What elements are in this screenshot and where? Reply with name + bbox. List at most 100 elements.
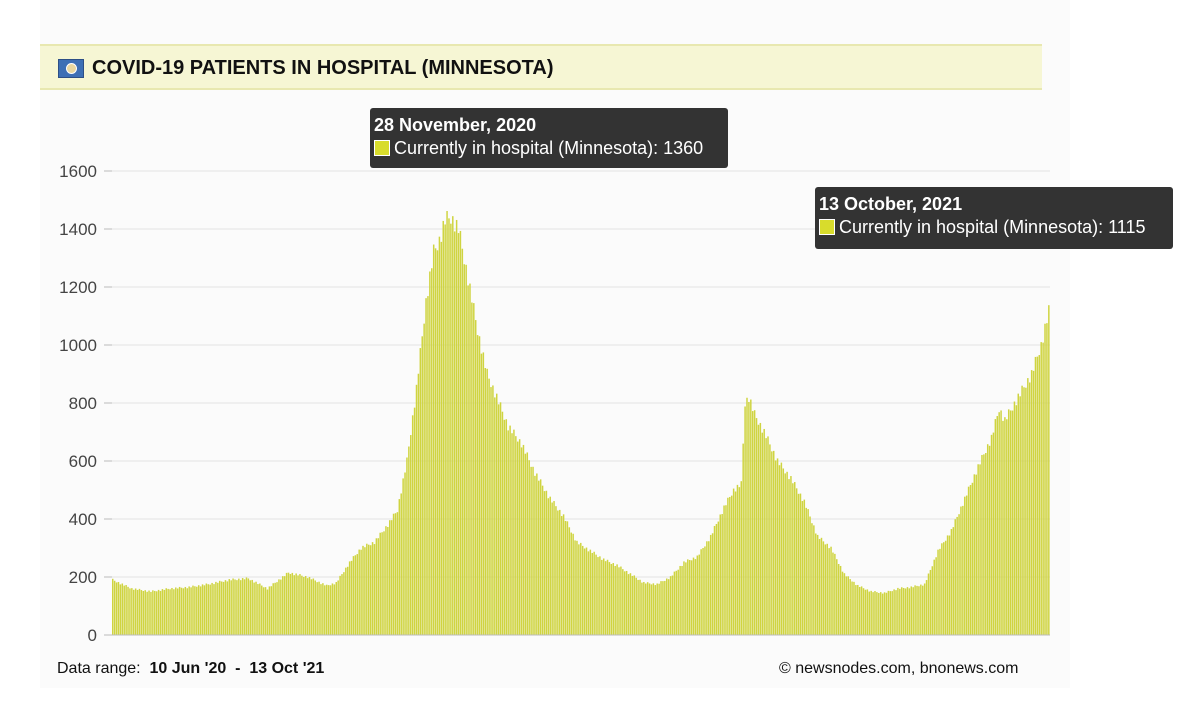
bar[interactable] <box>348 561 351 635</box>
bar[interactable] <box>734 491 737 635</box>
bar[interactable] <box>303 577 305 635</box>
bar[interactable] <box>1004 417 1006 635</box>
bar[interactable] <box>511 433 513 635</box>
bar[interactable] <box>398 499 401 635</box>
bar[interactable] <box>358 549 360 635</box>
bar[interactable] <box>266 589 269 635</box>
bar[interactable] <box>526 452 529 635</box>
bar[interactable] <box>318 581 320 635</box>
bar[interactable] <box>826 543 828 635</box>
bar[interactable] <box>539 479 542 635</box>
bar[interactable] <box>194 586 196 635</box>
bar[interactable] <box>622 569 624 635</box>
bar[interactable] <box>576 540 578 635</box>
bar[interactable] <box>448 218 450 635</box>
bar[interactable] <box>662 581 664 635</box>
bar[interactable] <box>490 387 492 635</box>
bar[interactable] <box>142 591 145 635</box>
bar[interactable] <box>1046 323 1048 635</box>
bar[interactable] <box>173 589 175 635</box>
bar[interactable] <box>547 498 550 635</box>
bar[interactable] <box>704 546 706 635</box>
bar[interactable] <box>645 583 647 635</box>
bar[interactable] <box>324 585 326 635</box>
bar[interactable] <box>404 472 406 636</box>
bar[interactable] <box>121 583 124 635</box>
bar[interactable] <box>390 520 393 635</box>
bar[interactable] <box>314 580 316 635</box>
bar[interactable] <box>1002 420 1004 635</box>
bar[interactable] <box>748 401 750 635</box>
bar[interactable] <box>599 556 601 635</box>
bar[interactable] <box>977 464 979 635</box>
bar[interactable] <box>484 368 487 635</box>
bar[interactable] <box>524 453 527 635</box>
bar[interactable] <box>125 585 127 635</box>
bar[interactable] <box>851 581 853 635</box>
bar[interactable] <box>295 573 297 635</box>
bar[interactable] <box>188 586 190 635</box>
bar[interactable] <box>679 565 681 635</box>
bar[interactable] <box>385 526 387 635</box>
bar[interactable] <box>916 585 918 635</box>
bar[interactable] <box>270 586 273 635</box>
bar[interactable] <box>291 572 294 635</box>
bar[interactable] <box>887 590 890 635</box>
bar[interactable] <box>257 584 259 635</box>
bar[interactable] <box>738 487 741 635</box>
bar[interactable] <box>282 576 284 635</box>
bar[interactable] <box>482 352 485 635</box>
bar[interactable] <box>431 268 433 635</box>
bar[interactable] <box>364 547 366 635</box>
bar[interactable] <box>133 589 135 635</box>
bar[interactable] <box>1025 387 1027 635</box>
bar[interactable] <box>301 575 303 635</box>
bar[interactable] <box>262 587 265 635</box>
bar[interactable] <box>946 535 949 635</box>
bar[interactable] <box>197 585 200 635</box>
bar[interactable] <box>507 430 509 635</box>
bar[interactable] <box>1009 410 1012 635</box>
bar[interactable] <box>708 541 710 635</box>
bar[interactable] <box>629 573 632 635</box>
bar[interactable] <box>709 534 712 635</box>
bar[interactable] <box>499 402 502 635</box>
bar[interactable] <box>692 557 695 635</box>
bar[interactable] <box>453 231 456 635</box>
bar[interactable] <box>148 590 150 635</box>
bar[interactable] <box>795 488 798 635</box>
bar[interactable] <box>138 588 141 635</box>
bar[interactable] <box>369 545 372 635</box>
bar[interactable] <box>486 368 488 635</box>
bar[interactable] <box>1048 305 1050 635</box>
bar[interactable] <box>538 480 540 635</box>
bar[interactable] <box>572 533 574 635</box>
bar[interactable] <box>832 552 834 635</box>
bar[interactable] <box>1013 401 1016 635</box>
bar[interactable] <box>788 479 790 635</box>
bar[interactable] <box>700 549 702 635</box>
bar[interactable] <box>954 519 956 635</box>
bar[interactable] <box>1040 342 1042 635</box>
bar[interactable] <box>900 587 903 635</box>
bar[interactable] <box>897 587 899 635</box>
bar[interactable] <box>725 505 727 635</box>
bar[interactable] <box>855 585 857 635</box>
bar[interactable] <box>727 497 729 635</box>
bar[interactable] <box>923 583 926 635</box>
bar[interactable] <box>176 588 179 635</box>
bar[interactable] <box>157 589 160 635</box>
bar[interactable] <box>648 583 651 635</box>
bar[interactable] <box>312 578 315 636</box>
bar[interactable] <box>473 303 475 635</box>
bar[interactable] <box>729 496 731 635</box>
bar[interactable] <box>154 590 156 635</box>
bar[interactable] <box>335 582 338 635</box>
bar[interactable] <box>799 493 802 635</box>
bar[interactable] <box>952 527 955 635</box>
bar[interactable] <box>944 540 947 635</box>
bar[interactable] <box>436 250 439 635</box>
bar[interactable] <box>839 565 842 635</box>
bar[interactable] <box>392 513 395 635</box>
bar[interactable] <box>711 533 714 635</box>
